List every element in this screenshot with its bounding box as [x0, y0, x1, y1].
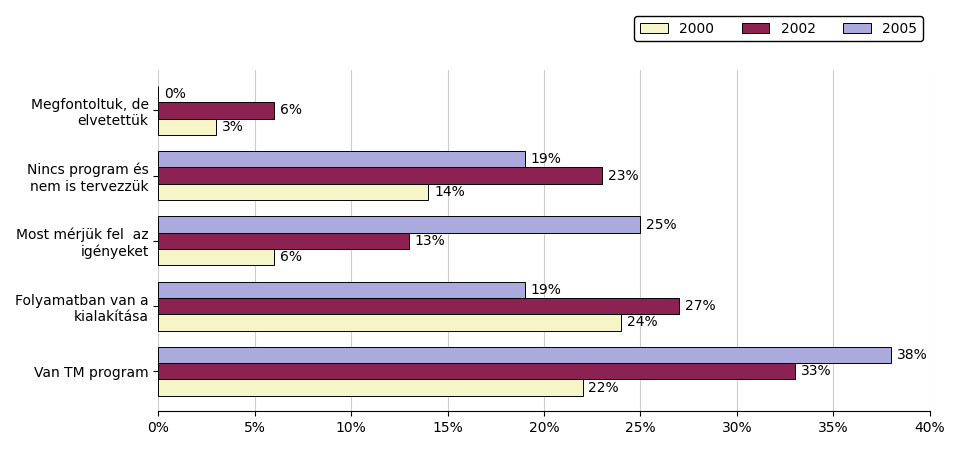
Text: 6%: 6% [279, 104, 301, 117]
Text: 13%: 13% [415, 234, 445, 248]
Text: 19%: 19% [531, 152, 562, 166]
Text: 19%: 19% [531, 283, 562, 297]
Text: 33%: 33% [801, 364, 831, 378]
Bar [158, 363, 795, 379]
Bar [158, 347, 891, 363]
Bar [158, 102, 274, 118]
Text: 24%: 24% [627, 315, 658, 329]
Text: 22%: 22% [588, 381, 619, 395]
Bar [158, 314, 621, 331]
Bar [158, 233, 409, 249]
Text: 6%: 6% [279, 250, 301, 264]
Text: 38%: 38% [897, 348, 927, 362]
Bar [158, 151, 525, 167]
Bar [158, 118, 216, 135]
Bar [158, 167, 602, 184]
Text: 0%: 0% [164, 87, 186, 101]
Text: 14%: 14% [434, 185, 465, 199]
Bar [158, 379, 583, 396]
Bar [158, 184, 428, 200]
Legend: 2000, 2002, 2005: 2000, 2002, 2005 [635, 16, 923, 41]
Text: 3%: 3% [222, 120, 244, 134]
Text: 23%: 23% [608, 169, 638, 183]
Text: 27%: 27% [684, 299, 715, 313]
Bar [158, 249, 274, 266]
Bar [158, 282, 525, 298]
Bar [158, 216, 640, 233]
Text: 25%: 25% [646, 217, 677, 232]
Bar [158, 298, 679, 314]
